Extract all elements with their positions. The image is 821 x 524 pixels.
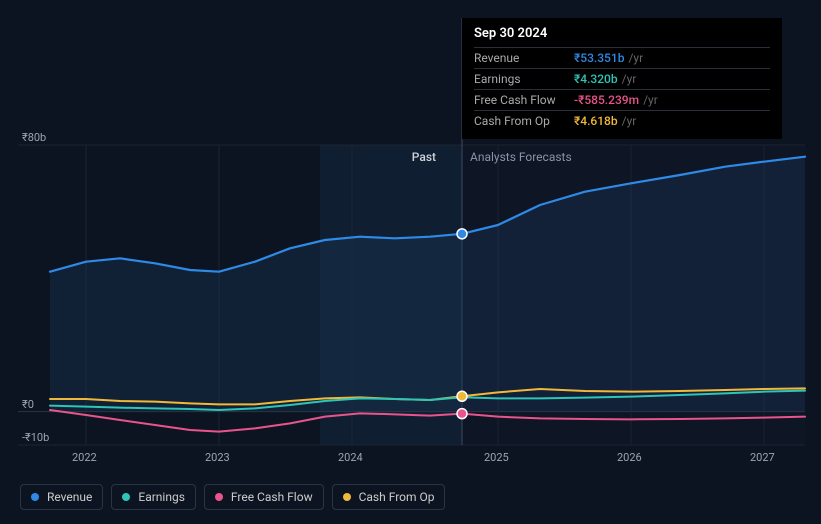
legend-label: Free Cash Flow — [231, 490, 313, 504]
tooltip-metric-unit: /yr — [643, 93, 658, 107]
legend-item[interactable]: Cash From Op — [332, 484, 446, 510]
x-axis-tick-label: 2023 — [205, 451, 230, 464]
tooltip-metric-label: Earnings — [474, 72, 574, 86]
tooltip-metric-unit: /yr — [622, 114, 637, 128]
x-axis-tick-label: 2024 — [338, 451, 363, 464]
legend-item[interactable]: Free Cash Flow — [204, 484, 324, 510]
tooltip-metric-value: ₹4.320b — [574, 72, 618, 86]
x-axis-tick-label: 2025 — [484, 451, 509, 464]
tooltip-metric-label: Free Cash Flow — [474, 93, 574, 107]
financial-forecast-chart: Past Analysts Forecasts Sep 30 2024 Reve… — [0, 0, 821, 524]
tooltip-metric-value: -₹585.239m — [574, 93, 639, 107]
tooltip-metric-label: Revenue — [474, 51, 574, 65]
tooltip-date: Sep 30 2024 — [474, 26, 770, 41]
data-tooltip: Sep 30 2024 Revenue₹53.351b/yrEarnings₹4… — [462, 18, 782, 139]
y-axis-tick-label: ₹0 — [22, 398, 34, 411]
y-axis-tick-label: -₹10b — [22, 431, 49, 444]
past-section-label: Past — [412, 150, 436, 164]
tooltip-metric-unit: /yr — [622, 72, 637, 86]
x-axis-tick-label: 2022 — [72, 451, 97, 464]
tooltip-row: Revenue₹53.351b/yr — [474, 47, 770, 68]
tooltip-row: Earnings₹4.320b/yr — [474, 68, 770, 89]
x-axis-tick-label: 2027 — [750, 451, 775, 464]
legend-color-dot — [343, 493, 351, 501]
tooltip-row: Cash From Op₹4.618b/yr — [474, 110, 770, 131]
legend-label: Earnings — [138, 490, 185, 504]
forecast-section-label: Analysts Forecasts — [470, 150, 572, 164]
legend-label: Cash From Op — [359, 490, 435, 504]
tooltip-metric-value: ₹53.351b — [574, 51, 624, 65]
y-axis-tick-label: ₹80b — [22, 131, 46, 144]
legend-color-dot — [215, 493, 223, 501]
legend-label: Revenue — [47, 490, 92, 504]
tooltip-metric-value: ₹4.618b — [574, 114, 618, 128]
legend-color-dot — [122, 493, 130, 501]
tooltip-metric-unit: /yr — [628, 51, 643, 65]
legend-item[interactable]: Earnings — [111, 484, 196, 510]
legend-item[interactable]: Revenue — [20, 484, 103, 510]
chart-legend: Revenue Earnings Free Cash Flow Cash From O… — [20, 484, 445, 510]
legend-color-dot — [31, 493, 39, 501]
tooltip-metric-label: Cash From Op — [474, 114, 574, 128]
x-axis-tick-label: 2026 — [617, 451, 642, 464]
tooltip-row: Free Cash Flow-₹585.239m/yr — [474, 89, 770, 110]
